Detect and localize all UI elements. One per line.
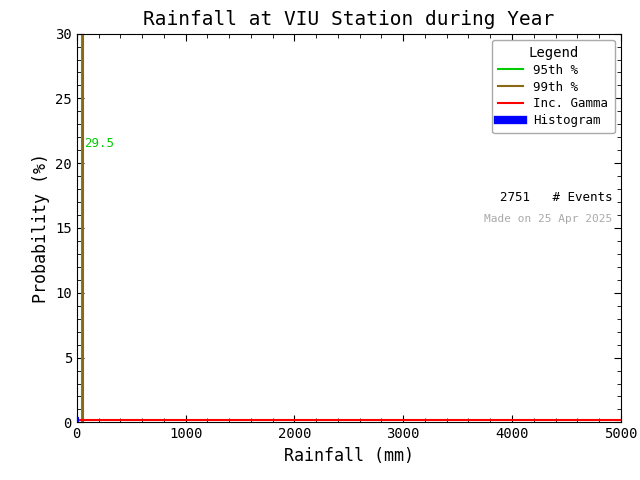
Bar <box>77 417 79 422</box>
Text: Made on 25 Apr 2025: Made on 25 Apr 2025 <box>484 215 612 224</box>
X-axis label: Rainfall (mm): Rainfall (mm) <box>284 447 414 465</box>
Y-axis label: Probability (%): Probability (%) <box>31 153 50 303</box>
Text: 2751   # Events: 2751 # Events <box>500 191 612 204</box>
Title: Rainfall at VIU Station during Year: Rainfall at VIU Station during Year <box>143 10 554 29</box>
Text: 29.5: 29.5 <box>84 137 114 150</box>
Legend: 95th %, 99th %, Inc. Gamma, Histogram: 95th %, 99th %, Inc. Gamma, Histogram <box>492 40 614 133</box>
